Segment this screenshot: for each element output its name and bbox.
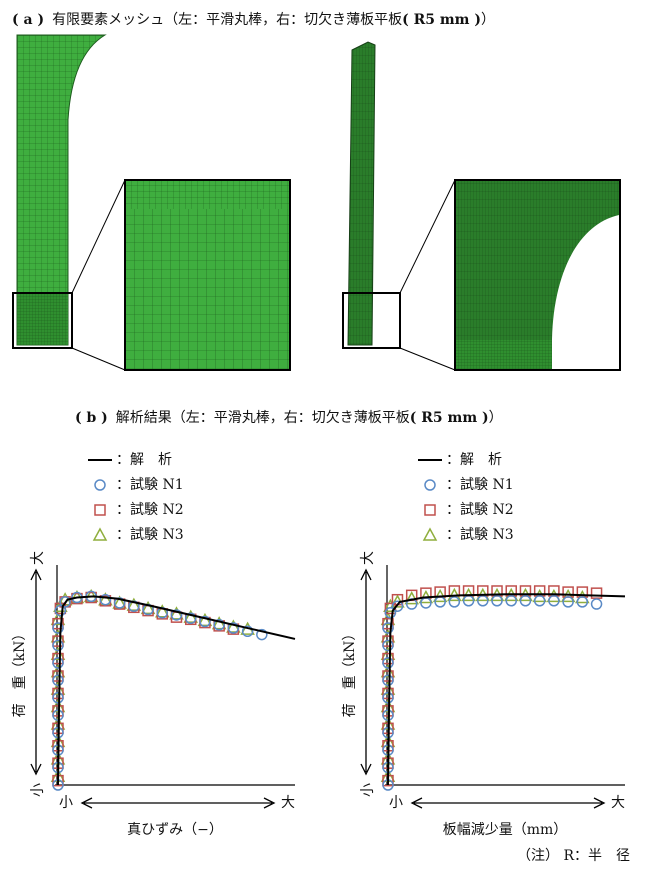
y-end-label: 小 xyxy=(360,783,376,797)
figure: ( a )有限要素メッシュ（左：平滑丸棒，右：切欠き薄板平板( R5 mm )）… xyxy=(0,0,646,873)
legend-label: ：試験 N3 xyxy=(446,527,514,543)
legend-label: ：試験 N1 xyxy=(116,477,184,493)
figure-a-title: ( a )有限要素メッシュ（左：平滑丸棒，右：切欠き薄板平板( R5 mm )） xyxy=(12,11,495,28)
x-arrow xyxy=(412,798,604,808)
analysis-line xyxy=(388,594,625,785)
legend-marker xyxy=(94,529,106,540)
legend-label: ：試験 N3 xyxy=(116,527,184,543)
x-end-label: 大 xyxy=(281,795,295,811)
legend-marker xyxy=(425,480,435,490)
x-axis-label: 真ひずみ（−） xyxy=(127,822,223,838)
legend-label: ：試験 N2 xyxy=(446,502,514,518)
x-axis-label: 板幅減少量（mm） xyxy=(443,821,568,838)
legend-label: ：解 析 xyxy=(116,452,172,468)
legend-label: ：解 析 xyxy=(446,452,502,468)
y-arrow xyxy=(31,570,41,774)
legend-marker xyxy=(95,480,105,490)
x-end-label: 小 xyxy=(59,795,73,811)
legend-marker xyxy=(425,505,435,515)
marker-circle xyxy=(449,597,459,607)
legend-label: ：試験 N2 xyxy=(116,502,184,518)
x-end-label: 大 xyxy=(611,795,625,811)
x-arrow xyxy=(82,798,274,808)
mesh-right xyxy=(343,42,620,370)
y-axis-label: 荷 重（kN） xyxy=(342,627,358,718)
y-end-label: 大 xyxy=(30,551,46,565)
mesh-left xyxy=(13,35,290,370)
figure-b-title: ( b )解析結果（左：平滑丸棒，右：切欠き薄板平板( R5 mm )） xyxy=(75,409,503,426)
legend-marker xyxy=(424,529,436,540)
analysis-line xyxy=(58,596,295,785)
x-end-label: 小 xyxy=(389,795,403,811)
note: （注） R：半 径 xyxy=(517,848,630,864)
legend-marker xyxy=(95,505,105,515)
y-end-label: 小 xyxy=(30,783,46,797)
legend-label: ：試験 N1 xyxy=(446,477,514,493)
y-end-label: 大 xyxy=(360,551,376,565)
y-axis-label: 荷 重（kN） xyxy=(12,627,28,718)
marker-circle xyxy=(592,599,602,609)
y-arrow xyxy=(361,570,371,774)
